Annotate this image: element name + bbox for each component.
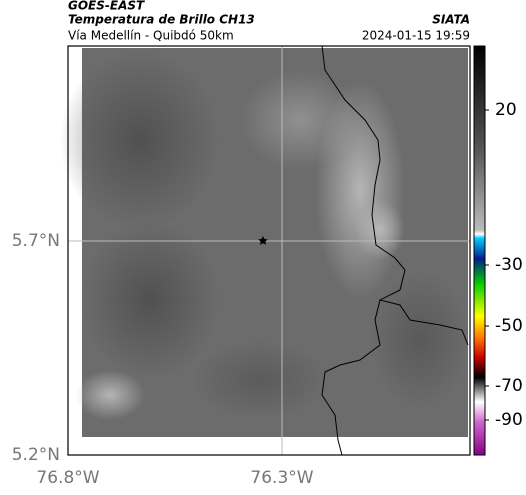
product-title: Temperatura de Brillo CH13	[68, 13, 255, 27]
source-label: SIATA	[432, 13, 470, 27]
agency-label: GOES-EAST	[68, 0, 145, 13]
colorbar-tick-label: -90	[495, 410, 523, 430]
colorbar	[473, 45, 486, 456]
lon-label: 76.8°W	[36, 468, 99, 488]
colorbar-tick-label: -30	[495, 255, 523, 275]
lat-label: 5.7°N	[12, 231, 60, 251]
route-label: Vía Medellín - Quibdó 50km	[68, 29, 234, 43]
lon-label: 76.3°W	[250, 468, 313, 488]
map-area	[60, 45, 471, 456]
boundary	[321, 45, 406, 456]
colorbar-tick-label: 20	[495, 100, 517, 120]
colorbar-ticks: 20 -30 -50 -70 -90	[485, 100, 523, 430]
lat-label: 5.2°N	[12, 445, 60, 465]
colorbar-tick-label: -70	[495, 376, 523, 396]
timestamp: 2024-01-15 19:59	[362, 29, 470, 43]
map-frame	[67, 45, 471, 456]
colorbar-tick-label: -50	[495, 316, 523, 336]
location-marker	[258, 236, 268, 245]
boundary	[379, 299, 469, 346]
